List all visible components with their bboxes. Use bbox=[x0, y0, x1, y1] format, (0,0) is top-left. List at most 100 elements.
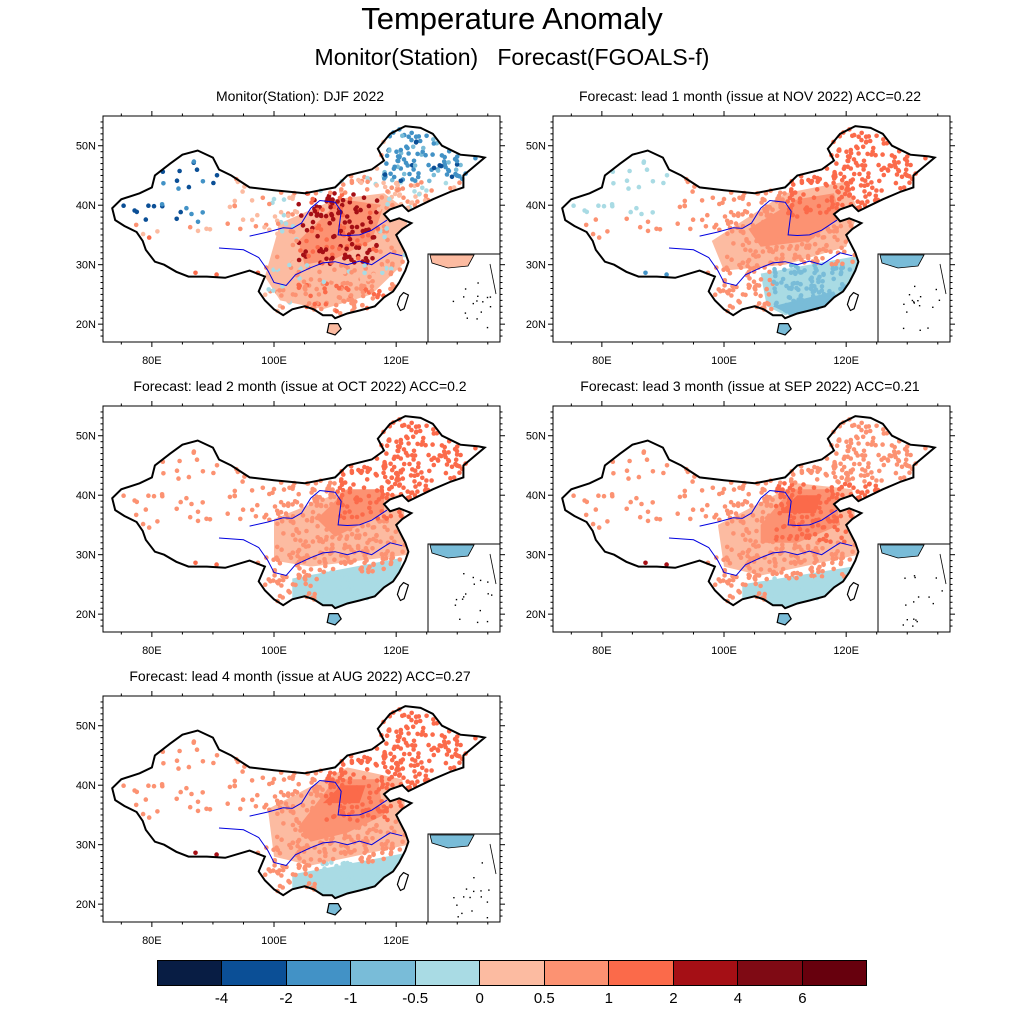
station-dot bbox=[356, 535, 362, 541]
station-dot bbox=[888, 163, 894, 169]
station-dot bbox=[412, 189, 417, 194]
station-dot bbox=[280, 885, 285, 890]
station-dot bbox=[207, 227, 213, 232]
lat-label: 50N bbox=[526, 431, 546, 443]
station-dot bbox=[121, 493, 126, 498]
station-dot bbox=[812, 553, 817, 558]
station-dot bbox=[796, 587, 801, 592]
station-dot bbox=[367, 500, 373, 506]
station-dot bbox=[824, 198, 830, 203]
station-dot bbox=[805, 255, 811, 261]
station-dot bbox=[443, 454, 448, 460]
station-dot bbox=[877, 468, 882, 474]
station-dot bbox=[333, 882, 339, 888]
station-dot bbox=[317, 849, 322, 855]
station-dot bbox=[308, 501, 314, 507]
station-dot bbox=[323, 869, 328, 875]
station-dot bbox=[866, 461, 871, 466]
station-dot bbox=[380, 270, 385, 276]
station-dot bbox=[654, 226, 659, 232]
station-dot bbox=[354, 286, 359, 291]
station-dot bbox=[319, 596, 324, 602]
station-dot bbox=[817, 215, 822, 221]
station-dot bbox=[303, 871, 308, 877]
station-dot bbox=[262, 582, 268, 587]
station-dot bbox=[415, 441, 420, 447]
station-dot bbox=[368, 219, 374, 225]
station-dot bbox=[829, 488, 835, 494]
station-dot bbox=[406, 424, 412, 429]
station-dot bbox=[609, 492, 615, 497]
inset-island bbox=[477, 295, 479, 297]
station-dot bbox=[284, 284, 289, 290]
station-dot bbox=[904, 452, 910, 457]
station-dot bbox=[661, 470, 666, 476]
inset-coast bbox=[879, 254, 925, 269]
station-dot bbox=[351, 192, 356, 197]
station-dot bbox=[323, 827, 329, 832]
station-dot bbox=[360, 583, 366, 589]
station-dot bbox=[863, 484, 868, 489]
station-dot bbox=[843, 471, 849, 476]
station-dot bbox=[200, 790, 205, 795]
yellow-river bbox=[249, 489, 388, 527]
station-dot bbox=[349, 241, 355, 247]
station-dot bbox=[329, 570, 334, 575]
station-dot bbox=[194, 457, 200, 462]
station-dot bbox=[323, 579, 328, 585]
hainan-island bbox=[776, 613, 792, 626]
station-dot bbox=[329, 211, 334, 217]
station-dot bbox=[449, 174, 455, 180]
station-dot bbox=[877, 178, 882, 184]
station-dot bbox=[800, 519, 805, 525]
station-dot bbox=[873, 152, 878, 158]
station-dot bbox=[788, 496, 793, 501]
colorbar-boxes bbox=[157, 960, 867, 986]
station-dot bbox=[286, 298, 291, 304]
station-dot bbox=[438, 743, 444, 749]
station-dot bbox=[891, 159, 897, 164]
station-dot bbox=[312, 301, 317, 307]
station-dot bbox=[176, 766, 181, 771]
station-dot bbox=[774, 256, 779, 262]
station-dot bbox=[409, 420, 415, 426]
station-dot bbox=[792, 269, 797, 275]
station-dot bbox=[354, 576, 359, 581]
station-dot bbox=[838, 560, 844, 565]
station-dot bbox=[885, 168, 891, 173]
station-dot bbox=[624, 468, 630, 473]
station-dot bbox=[376, 787, 382, 792]
station-dot bbox=[444, 462, 450, 467]
station-dot bbox=[365, 522, 371, 528]
station-dot bbox=[419, 760, 424, 765]
station-dot bbox=[894, 462, 900, 467]
station-dot bbox=[812, 560, 817, 566]
station-dot bbox=[351, 592, 357, 598]
station-dot bbox=[762, 301, 767, 307]
station-dot bbox=[318, 517, 324, 522]
station-dot bbox=[861, 158, 867, 164]
station-dot bbox=[787, 601, 793, 606]
station-dot bbox=[319, 306, 324, 312]
station-dot bbox=[426, 742, 431, 748]
station-dot bbox=[330, 276, 336, 282]
station-dot bbox=[280, 577, 286, 583]
station-dot bbox=[316, 582, 322, 587]
station-dot bbox=[442, 734, 448, 740]
station-dot bbox=[389, 475, 395, 480]
lat-label: 20N bbox=[526, 609, 546, 621]
lat-label: 50N bbox=[76, 431, 96, 443]
station-dot bbox=[797, 196, 803, 201]
station-dot bbox=[903, 171, 908, 177]
station-dot bbox=[779, 501, 784, 507]
station-dot bbox=[429, 478, 434, 483]
station-dot bbox=[780, 276, 786, 282]
station-dot bbox=[746, 547, 752, 553]
station-dot bbox=[824, 488, 830, 493]
station-dot bbox=[340, 777, 346, 783]
station-dot bbox=[735, 213, 741, 219]
station-dot bbox=[750, 513, 756, 518]
station-dot bbox=[778, 480, 783, 486]
station-dot bbox=[804, 514, 810, 520]
colorbar-label: -0.5 bbox=[402, 990, 429, 1007]
